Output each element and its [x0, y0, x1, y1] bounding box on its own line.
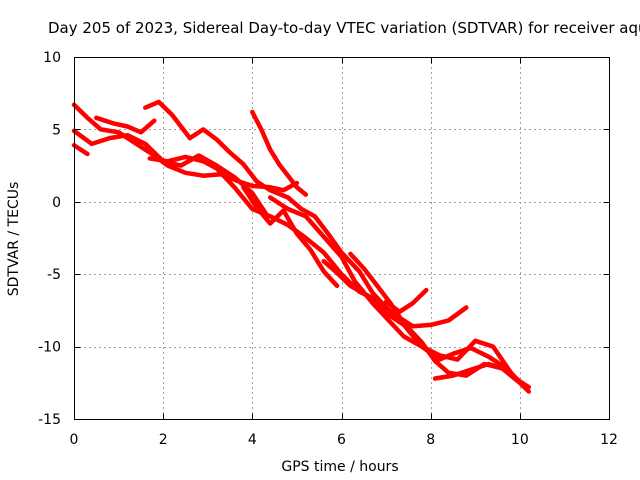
- satellite-track-3-line: [71, 143, 90, 157]
- axis-ticks: [74, 57, 610, 420]
- satellite-track-12-line: [383, 287, 429, 315]
- x-tick-label: 0: [70, 432, 79, 448]
- y-tick-label: -15: [38, 412, 61, 428]
- y-tick-label: 10: [43, 50, 61, 66]
- satellite-track-9-line: [267, 195, 527, 390]
- y-tick-label: 0: [52, 195, 61, 211]
- x-tick-label: 8: [426, 432, 435, 448]
- y-tick-label: 5: [52, 122, 61, 138]
- x-tick-label: 12: [600, 432, 618, 448]
- satellite-track-4-line: [94, 115, 157, 135]
- x-tick-label: 6: [337, 432, 346, 448]
- satellite-track-2-line: [71, 128, 268, 216]
- satellite-track-10-line: [321, 258, 523, 386]
- satellite-track-6-line: [147, 154, 469, 329]
- x-tick-label: 2: [159, 432, 168, 448]
- x-tick-label: 4: [248, 432, 257, 448]
- satellite-track-13-line: [432, 361, 532, 390]
- satellite-track-8-line: [241, 185, 340, 289]
- x-axis-label: GPS time / hours: [281, 459, 398, 475]
- y-tick-label: -5: [47, 267, 61, 283]
- chart-title: Day 205 of 2023, Sidereal Day-to-day VTE…: [48, 19, 640, 37]
- y-axis-label: SDTVAR / TECUs: [6, 182, 22, 297]
- y-tick-label: -10: [38, 340, 61, 356]
- data-series: [71, 99, 532, 394]
- grid-lines: [74, 57, 609, 419]
- satellite-track-7-line: [250, 109, 309, 197]
- satellite-track-5-line: [143, 99, 389, 310]
- x-tick-label: 10: [511, 432, 529, 448]
- axis-tick-labels: 0 2 4 6 8 10 12 -15 -10 -5 0 5 10: [38, 50, 618, 448]
- satellite-track-1-line: [71, 102, 300, 193]
